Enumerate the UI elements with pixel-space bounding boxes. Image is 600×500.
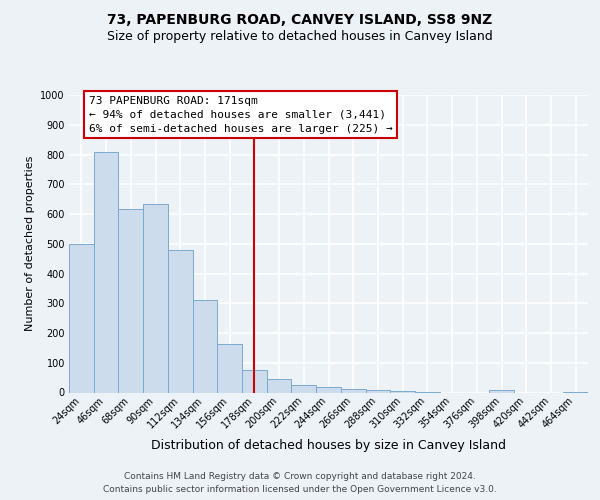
Bar — [365, 390, 390, 392]
Bar — [118, 209, 143, 392]
Bar — [193, 300, 217, 392]
X-axis label: Distribution of detached houses by size in Canvey Island: Distribution of detached houses by size … — [151, 438, 506, 452]
Text: Size of property relative to detached houses in Canvey Island: Size of property relative to detached ho… — [107, 30, 493, 43]
Text: Contains public sector information licensed under the Open Government Licence v3: Contains public sector information licen… — [103, 485, 497, 494]
Text: Contains HM Land Registry data © Crown copyright and database right 2024.: Contains HM Land Registry data © Crown c… — [124, 472, 476, 481]
Bar — [242, 370, 267, 392]
Bar — [217, 344, 242, 393]
Bar — [94, 152, 118, 392]
Bar — [143, 204, 168, 392]
Bar — [341, 389, 365, 392]
Text: 73 PAPENBURG ROAD: 171sqm
← 94% of detached houses are smaller (3,441)
6% of sem: 73 PAPENBURG ROAD: 171sqm ← 94% of detac… — [89, 96, 392, 134]
Bar — [489, 390, 514, 392]
Bar — [316, 387, 341, 392]
Bar — [390, 391, 415, 392]
Bar — [69, 244, 94, 392]
Text: 73, PAPENBURG ROAD, CANVEY ISLAND, SS8 9NZ: 73, PAPENBURG ROAD, CANVEY ISLAND, SS8 9… — [107, 12, 493, 26]
Y-axis label: Number of detached properties: Number of detached properties — [25, 156, 35, 332]
Bar — [267, 378, 292, 392]
Bar — [292, 385, 316, 392]
Bar — [168, 250, 193, 392]
